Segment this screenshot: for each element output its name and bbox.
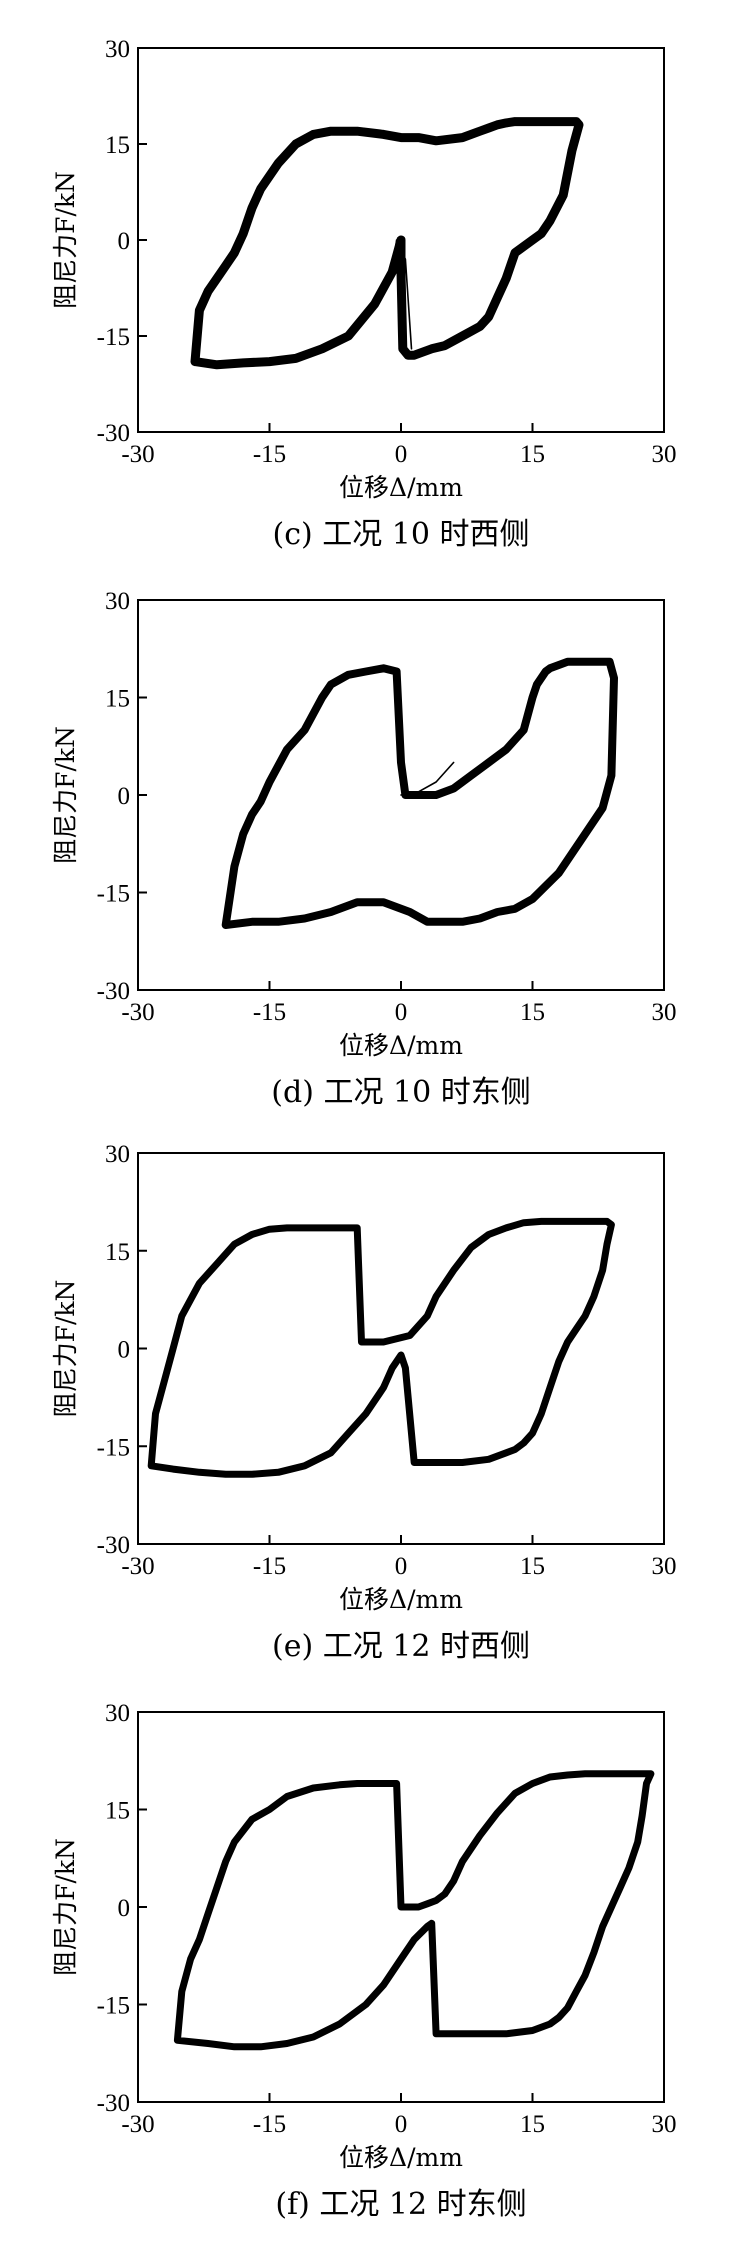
hysteresis-loop <box>221 657 618 929</box>
y-tick-label: 30 <box>105 36 130 63</box>
y-axis-title: 阻尼力F/kN <box>51 1280 80 1418</box>
x-tick-label: 0 <box>395 2111 408 2138</box>
y-tick-label: 15 <box>105 1798 130 1825</box>
panel-caption: (c) 工况 10 时西侧 <box>273 517 530 552</box>
x-tick-label: 15 <box>520 999 545 1026</box>
y-tick-label: 15 <box>105 132 130 159</box>
y-tick-label: 15 <box>105 1239 130 1266</box>
y-tick-label: -15 <box>97 881 130 908</box>
x-tick-label: -30 <box>121 441 154 468</box>
y-tick-label: -30 <box>97 978 130 1005</box>
x-tick-label: 0 <box>395 999 408 1026</box>
y-tick-label: -15 <box>97 1434 130 1461</box>
hysteresis-loop <box>190 117 584 370</box>
x-tick-label: 15 <box>520 2111 545 2138</box>
y-tick-label: -30 <box>97 420 130 447</box>
y-axis-title: 阻尼力F/kN <box>51 1838 80 1976</box>
hysteresis-loop <box>400 761 455 796</box>
x-tick-label: -15 <box>253 1553 286 1580</box>
y-tick-label: 15 <box>105 686 130 713</box>
x-axis-title: 位移Δ/mm <box>339 473 463 502</box>
x-axis-title: 位移Δ/mm <box>339 1031 463 1060</box>
y-tick-label: 0 <box>118 228 131 255</box>
x-tick-label: -30 <box>121 2111 154 2138</box>
y-tick-label: -30 <box>97 2090 130 2117</box>
panel-caption: (e) 工况 12 时西侧 <box>272 1629 530 1664</box>
x-tick-label: 30 <box>652 1553 677 1580</box>
x-tick-label: -15 <box>253 2111 286 2138</box>
y-tick-label: 0 <box>118 1895 131 1922</box>
x-axis-title: 位移Δ/mm <box>339 1585 463 1614</box>
y-axis-title: 阻尼力F/kN <box>51 171 80 309</box>
hysteresis-loop <box>147 1217 615 1478</box>
x-tick-label: 30 <box>652 2111 677 2138</box>
y-tick-label: 30 <box>105 1141 130 1168</box>
panel-caption: (d) 工况 10 时东侧 <box>271 1075 530 1110</box>
x-tick-label: 15 <box>520 441 545 468</box>
plot-frame <box>137 1152 665 1545</box>
x-tick-label: 30 <box>652 999 677 1026</box>
x-tick-label: -30 <box>121 1553 154 1580</box>
x-axis-title: 位移Δ/mm <box>339 2143 463 2172</box>
y-tick-label: -30 <box>97 1532 130 1559</box>
x-tick-label: 0 <box>395 441 408 468</box>
x-tick-label: 0 <box>395 1553 408 1580</box>
x-tick-label: 15 <box>520 1553 545 1580</box>
y-tick-label: 30 <box>105 1700 130 1727</box>
x-tick-label: -15 <box>253 441 286 468</box>
y-tick-label: 0 <box>118 783 131 810</box>
y-tick-label: -15 <box>97 324 130 351</box>
x-tick-label: -15 <box>253 999 286 1026</box>
panel-caption: (f) 工况 12 时东侧 <box>275 2187 526 2222</box>
y-tick-label: 30 <box>105 588 130 615</box>
x-tick-label: 30 <box>652 441 677 468</box>
hysteresis-loop <box>173 1770 655 2051</box>
y-tick-label: -15 <box>97 1993 130 2020</box>
x-tick-label: -30 <box>121 999 154 1026</box>
y-tick-label: 0 <box>118 1337 131 1364</box>
y-axis-title: 阻尼力F/kN <box>51 726 80 864</box>
hysteresis-loop <box>391 239 413 350</box>
